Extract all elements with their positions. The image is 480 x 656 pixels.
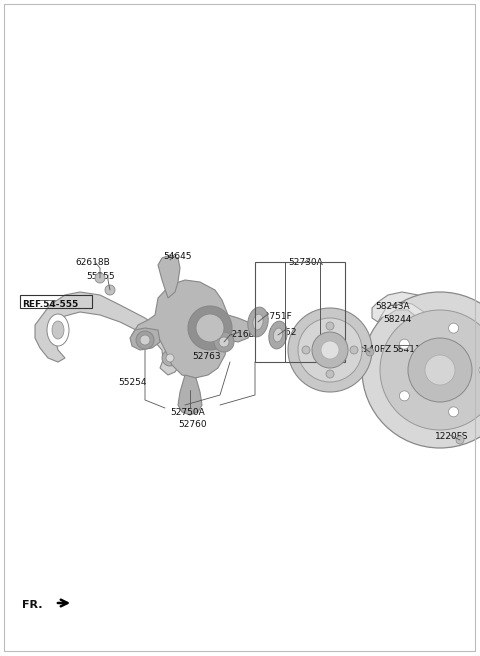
Text: 52730A: 52730A: [288, 258, 323, 267]
Text: FR.: FR.: [22, 600, 43, 610]
Circle shape: [166, 354, 174, 362]
Bar: [255, 262, 345, 362]
Circle shape: [196, 314, 224, 342]
Ellipse shape: [47, 314, 69, 346]
Text: 52763: 52763: [192, 352, 221, 361]
Circle shape: [350, 346, 358, 354]
Text: 52750A: 52750A: [170, 408, 205, 417]
Text: 58244: 58244: [383, 315, 411, 324]
Ellipse shape: [269, 321, 287, 349]
Circle shape: [380, 310, 480, 430]
Text: 55216B: 55216B: [220, 330, 255, 339]
Polygon shape: [372, 292, 442, 405]
Circle shape: [214, 332, 234, 352]
Circle shape: [162, 350, 178, 366]
Text: 62618B: 62618B: [75, 258, 110, 267]
Ellipse shape: [274, 328, 283, 342]
Text: 58243A: 58243A: [375, 302, 409, 311]
Polygon shape: [130, 328, 160, 350]
Ellipse shape: [52, 321, 64, 339]
Circle shape: [312, 332, 348, 368]
Bar: [20, 295, 92, 308]
Circle shape: [326, 322, 334, 330]
Circle shape: [366, 348, 374, 356]
Circle shape: [456, 436, 464, 444]
Circle shape: [140, 335, 150, 345]
Circle shape: [302, 346, 310, 354]
Circle shape: [288, 308, 372, 392]
Text: 58411D: 58411D: [392, 345, 428, 354]
Ellipse shape: [248, 307, 268, 337]
Polygon shape: [35, 292, 182, 375]
Ellipse shape: [253, 314, 263, 330]
Circle shape: [105, 285, 115, 295]
Circle shape: [449, 407, 458, 417]
Circle shape: [399, 339, 409, 349]
Circle shape: [479, 365, 480, 375]
Circle shape: [298, 318, 362, 382]
Circle shape: [408, 338, 472, 402]
Circle shape: [449, 323, 458, 333]
Circle shape: [136, 331, 154, 349]
Text: 54645: 54645: [163, 252, 192, 261]
Text: 52751F: 52751F: [258, 312, 292, 321]
Circle shape: [188, 306, 232, 350]
Circle shape: [321, 341, 339, 359]
Text: REF.54-555: REF.54-555: [22, 300, 78, 309]
Text: 1140FZ: 1140FZ: [358, 345, 392, 354]
Polygon shape: [380, 302, 434, 390]
Circle shape: [399, 391, 409, 401]
Text: 52752: 52752: [268, 328, 297, 337]
Polygon shape: [158, 255, 180, 298]
Circle shape: [326, 370, 334, 378]
Text: 1220FS: 1220FS: [435, 432, 468, 441]
Text: 52760: 52760: [178, 420, 206, 429]
Circle shape: [362, 292, 480, 448]
Circle shape: [95, 273, 105, 283]
Circle shape: [425, 355, 455, 385]
Polygon shape: [178, 375, 202, 415]
Polygon shape: [132, 280, 252, 378]
Text: 55255: 55255: [86, 272, 115, 281]
Text: 55254: 55254: [118, 378, 146, 387]
Circle shape: [219, 337, 229, 347]
